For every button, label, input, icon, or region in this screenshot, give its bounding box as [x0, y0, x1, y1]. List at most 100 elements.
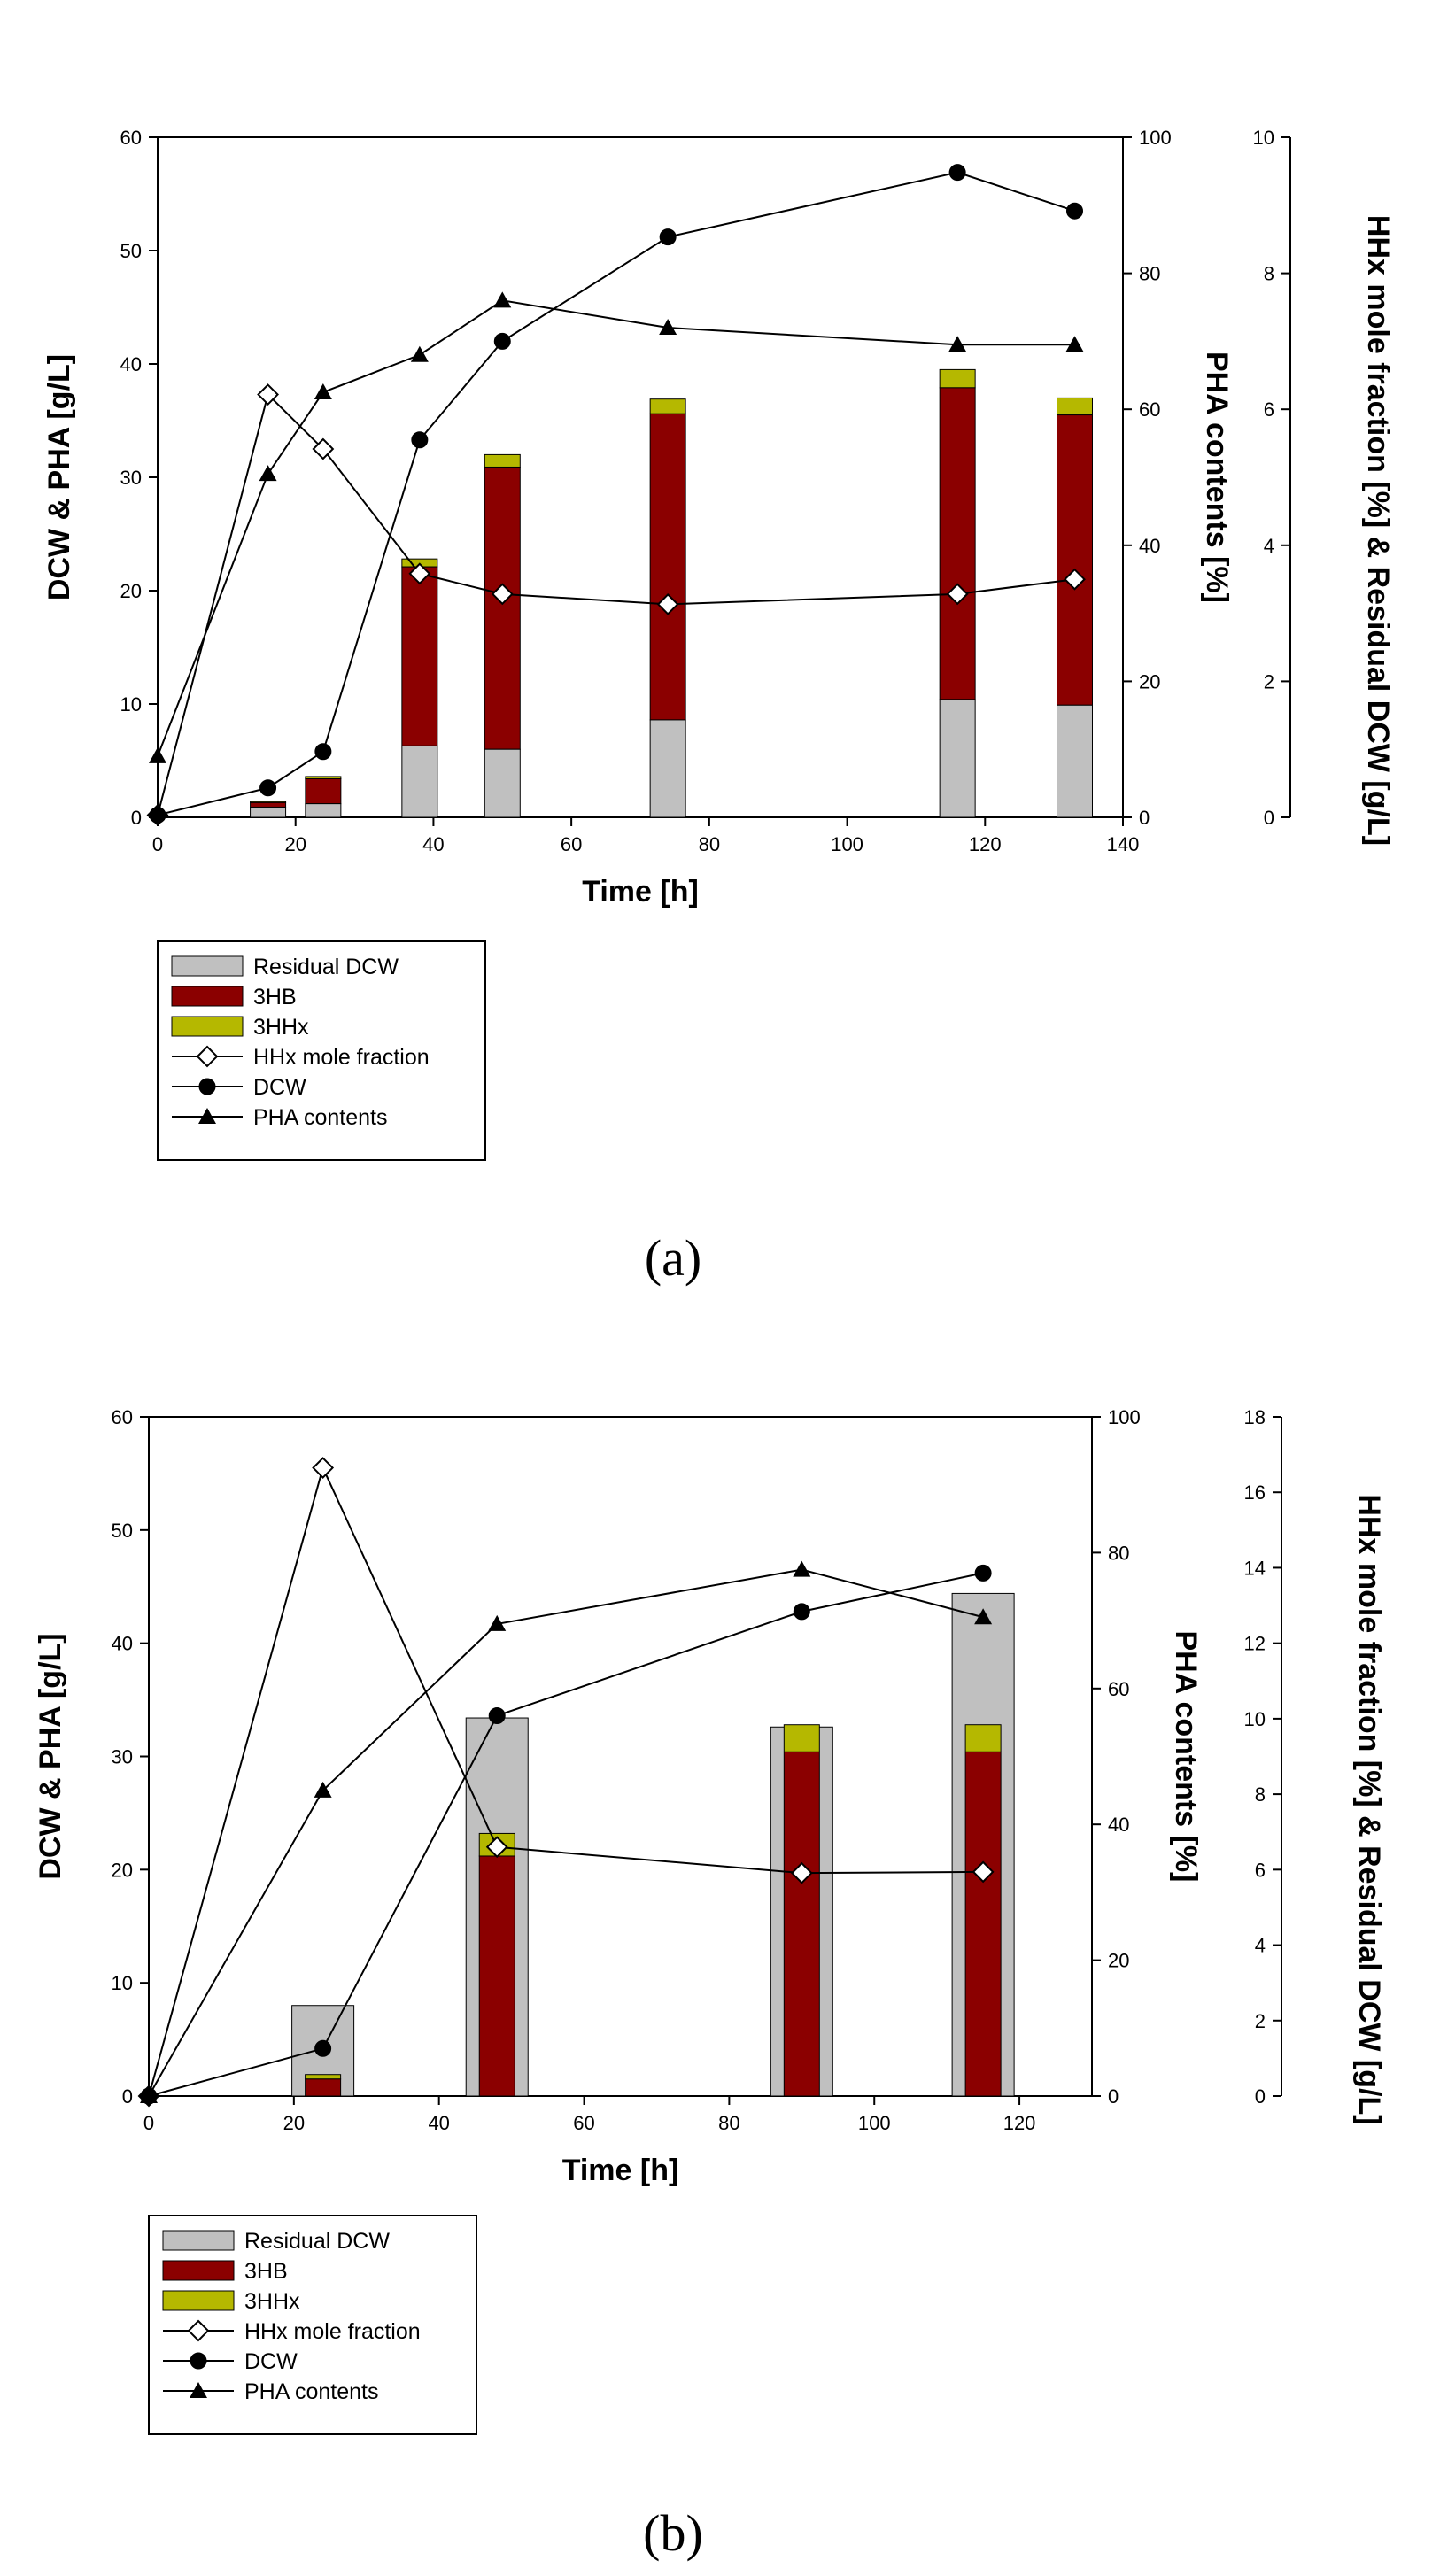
legend-marker — [198, 1078, 216, 1095]
y-right-tick-label: 20 — [1108, 1950, 1129, 1972]
data-point — [410, 345, 429, 362]
legend-label: 3HHx — [253, 1015, 309, 1040]
series-line — [148, 1568, 984, 2097]
legend-label: HHx mole fraction — [253, 1045, 430, 1070]
data-point — [149, 746, 166, 763]
plot-frame — [157, 136, 1124, 818]
y-left-axis-label: DCW & PHA [g/L] — [34, 1633, 67, 1879]
legend-swatch — [162, 2260, 235, 2281]
far-axis-tick-label: 18 — [1244, 1406, 1266, 1428]
data-point — [793, 1560, 811, 1577]
data-point — [488, 1706, 506, 1724]
y-left-tick-label: 20 — [112, 1859, 133, 1881]
y-left-tick-label: 10 — [120, 693, 142, 716]
far-axis-tick-label: 14 — [1244, 1557, 1266, 1579]
legend-swatch — [162, 2290, 235, 2311]
y-right-axis-label: PHA contents [%] — [1169, 1631, 1203, 1883]
x-tick-label: 40 — [422, 833, 444, 855]
y-left-tick-label: 60 — [112, 1406, 133, 1428]
3hb-bar — [401, 566, 438, 746]
data-point — [314, 1781, 332, 1798]
far-axis-tick-label: 2 — [1264, 670, 1274, 692]
data-point — [659, 319, 677, 336]
far-axis-tick-label: 12 — [1244, 1633, 1266, 1655]
residual-dcw-bar — [250, 806, 287, 818]
legend-label: Residual DCW — [253, 955, 399, 979]
far-axis-tick-label: 6 — [1264, 398, 1274, 421]
far-axis-tick-label: 16 — [1244, 1481, 1266, 1504]
x-tick-label: 20 — [284, 833, 306, 855]
legend-label: PHA contents — [244, 2379, 378, 2404]
data-point — [312, 1457, 335, 1479]
data-point — [948, 336, 967, 352]
data-point — [491, 583, 514, 606]
3hhx-bar — [649, 398, 686, 414]
x-axis-label: Time [h] — [562, 2154, 679, 2187]
data-point — [974, 1564, 992, 1582]
legend-marker — [190, 2382, 207, 2398]
y-left-tick-label: 10 — [112, 1972, 133, 1994]
data-point — [946, 583, 969, 606]
y-left-tick-label: 40 — [120, 353, 142, 375]
x-tick-label: 40 — [428, 2112, 449, 2134]
legend-swatch — [162, 2230, 235, 2251]
residual-dcw-bar — [1057, 704, 1093, 818]
series-line — [157, 171, 1075, 816]
y-right-tick-label: 80 — [1108, 1542, 1129, 1564]
far-axis-tick-label: 0 — [1255, 2085, 1266, 2108]
3hb-bar — [783, 1751, 820, 2097]
plot-frame — [148, 1416, 1093, 2097]
3hhx-bar — [939, 368, 976, 389]
data-point — [259, 779, 277, 797]
panel-a: 0 20 40 60 80 100 120 1400102030405060020406080… — [43, 127, 1395, 1287]
far-axis-tick-label: 6 — [1255, 1859, 1266, 1881]
x-tick-label: 80 — [718, 2112, 739, 2134]
data-point — [488, 1614, 507, 1631]
residual-dcw-bar — [401, 745, 438, 818]
y-right-axis-label: PHA contents [%] — [1200, 352, 1234, 603]
legend-label: 3HHx — [244, 2289, 300, 2314]
3hhx-bar — [484, 453, 521, 468]
y-left-tick-label: 50 — [120, 240, 142, 262]
series-line — [157, 299, 1075, 757]
3hhx-bar — [783, 1724, 820, 1752]
y-right-tick-label: 20 — [1139, 670, 1160, 692]
x-tick-label: 100 — [831, 833, 863, 855]
legend-label: HHx mole fraction — [244, 2319, 421, 2344]
3hb-bar — [305, 777, 342, 805]
3hhx-bar — [305, 2074, 342, 2080]
far-axis-tick-label: 0 — [1264, 807, 1274, 829]
y-left-tick-label: 0 — [131, 807, 142, 829]
3hb-bar — [964, 1751, 1002, 2097]
far-axis-label: HHx mole fraction [%] & Residual DCW [g/… — [1361, 215, 1395, 846]
data-point — [314, 743, 332, 761]
3hb-bar — [250, 801, 287, 808]
series-line — [148, 1465, 984, 2097]
data-point — [257, 383, 279, 406]
y-left-tick-label: 20 — [120, 580, 142, 602]
3hhx-bar — [1057, 397, 1093, 416]
data-point — [974, 1608, 993, 1625]
legend-marker — [196, 1045, 219, 1068]
data-point — [485, 1836, 508, 1859]
legend-label: DCW — [244, 2349, 298, 2374]
data-point — [948, 164, 966, 182]
y-right-tick-label: 40 — [1108, 1814, 1129, 1836]
legend-marker — [198, 1108, 216, 1124]
y-left-tick-label: 30 — [120, 467, 142, 489]
series-line — [157, 392, 1075, 816]
3hb-bar — [649, 413, 686, 721]
series-line — [148, 1572, 984, 2097]
legend-label: Residual DCW — [244, 2229, 390, 2254]
data-point — [408, 562, 431, 585]
residual-dcw-bar — [939, 699, 976, 818]
y-right-tick-label: 100 — [1139, 127, 1172, 149]
3hb-bar — [478, 1855, 515, 2097]
legend-label: PHA contents — [253, 1105, 387, 1130]
3hb-bar — [939, 387, 976, 700]
y-left-tick-label: 40 — [112, 1633, 133, 1655]
y-left-axis-label: DCW & PHA [g/L] — [43, 354, 76, 600]
data-point — [1064, 568, 1086, 591]
y-right-tick-label: 60 — [1139, 398, 1160, 421]
y-right-tick-label: 0 — [1139, 807, 1150, 829]
